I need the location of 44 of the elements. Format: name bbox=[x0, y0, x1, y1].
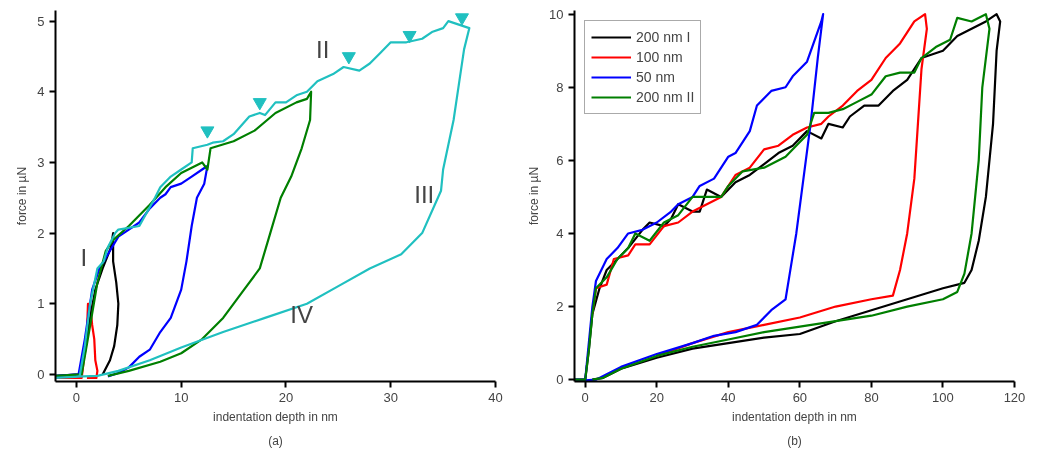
line-series bbox=[55, 90, 313, 377]
x-tick-label: 80 bbox=[864, 389, 879, 405]
point bbox=[402, 30, 417, 44]
x-axis-title: indentation depth in nm bbox=[732, 409, 857, 424]
x-tick-label: 10 bbox=[173, 389, 189, 405]
x-tick-label: 0 bbox=[581, 389, 589, 405]
y-tick-label: 3 bbox=[37, 154, 45, 170]
legend-label: 200 nm I bbox=[636, 29, 691, 45]
y-tick-label: 4 bbox=[556, 225, 564, 241]
y-tick-label: 6 bbox=[556, 152, 564, 168]
x-tick-label: 20 bbox=[649, 389, 665, 405]
x-tick-label: 40 bbox=[488, 389, 503, 405]
y-tick-label: 8 bbox=[556, 79, 564, 95]
y-axis-title: force in µN bbox=[15, 166, 30, 226]
y-tick-label: 10 bbox=[549, 6, 564, 22]
y-tick-label: 2 bbox=[37, 225, 45, 241]
text: (b) bbox=[787, 433, 802, 448]
legend-label: 200 nm II bbox=[636, 89, 695, 105]
x-tick-label: 100 bbox=[932, 389, 954, 405]
annotation: IV bbox=[290, 300, 314, 328]
x-tick-label: 60 bbox=[792, 389, 808, 405]
legend-label: 50 nm bbox=[636, 69, 675, 85]
point bbox=[454, 13, 469, 26]
x-tick-label: 30 bbox=[383, 389, 398, 405]
x-axis-title: indentation depth in nm bbox=[213, 409, 338, 424]
point bbox=[252, 98, 267, 111]
annotation: II bbox=[315, 35, 330, 63]
y-axis-title: force in µN bbox=[527, 166, 542, 226]
annotation: I bbox=[80, 244, 88, 272]
y-tick-label: 0 bbox=[556, 372, 564, 388]
annotation: III bbox=[414, 180, 435, 208]
y-tick-label: 2 bbox=[556, 299, 564, 315]
legend-label: 100 nm bbox=[636, 49, 683, 65]
x-tick-label: 120 bbox=[1003, 389, 1026, 405]
x-tick-label: 0 bbox=[72, 389, 81, 405]
x-tick-label: 40 bbox=[721, 389, 736, 405]
y-tick-label: 1 bbox=[37, 296, 45, 312]
point bbox=[341, 52, 356, 65]
y-tick-label: 0 bbox=[37, 366, 45, 382]
point bbox=[200, 126, 215, 139]
text: (a) bbox=[268, 433, 283, 448]
y-tick-label: 5 bbox=[37, 13, 45, 29]
y-tick-label: 4 bbox=[37, 84, 45, 100]
x-tick-label: 20 bbox=[278, 389, 294, 405]
